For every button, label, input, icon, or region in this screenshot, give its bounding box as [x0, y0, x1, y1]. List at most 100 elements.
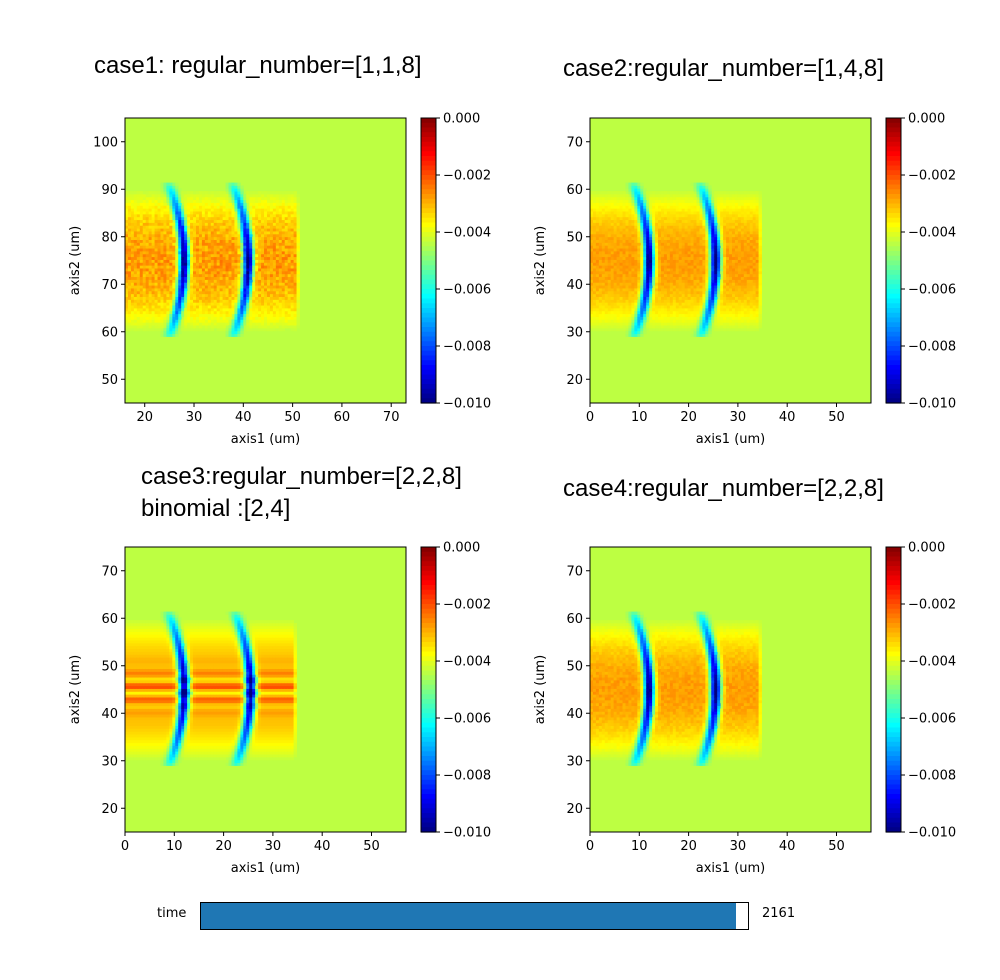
heatmap-cell [590, 308, 594, 312]
heatmap-cell [255, 322, 259, 326]
heatmap-cell [160, 288, 164, 292]
heatmap-cell [640, 285, 644, 289]
heatmap-cell [198, 228, 203, 232]
heatmap-cell [231, 282, 235, 286]
heatmap-cell [172, 205, 176, 209]
colorbar-frame [420, 117, 437, 404]
heatmap-cell [193, 253, 197, 258]
heatmap-cell [243, 282, 247, 286]
heatmap-cell [204, 248, 209, 252]
heatmap-cell [595, 248, 600, 252]
heatmap-cell [193, 290, 197, 295]
heatmap-cell [125, 211, 129, 215]
heatmap-cell [634, 279, 638, 283]
heatmap-cell [675, 310, 680, 315]
heatmap-cell [672, 270, 677, 275]
heatmap-cell [210, 191, 215, 195]
heatmap-cell [640, 319, 644, 323]
heatmap-cell [598, 299, 603, 303]
heatmap-cell [255, 262, 259, 266]
heatmap-cell [249, 262, 253, 266]
heatmap-cell [625, 185, 629, 189]
heatmap-cell [666, 194, 671, 198]
heatmap-cell [258, 225, 262, 229]
heatmap-cell [269, 305, 274, 309]
heatmap-cell [210, 245, 215, 249]
heatmap-cell [705, 265, 709, 269]
heatmap-cell [125, 205, 129, 209]
heatmap-cell [622, 265, 626, 269]
heatmap-cell [163, 202, 167, 206]
heatmap-cell [619, 251, 623, 255]
heatmap-cell [631, 225, 635, 229]
heatmap-cell [592, 316, 597, 320]
heatmap-cell [234, 233, 238, 238]
heatmap-cell [619, 228, 623, 232]
heatmap-cell [643, 253, 647, 258]
heatmap-cell [660, 248, 665, 252]
heatmap-cell [125, 310, 129, 315]
heatmap-cell [181, 288, 185, 292]
heatmap-cell [272, 296, 277, 300]
heatmap-cell [699, 268, 703, 272]
heatmap-cell [607, 222, 612, 226]
heatmap-cell [690, 211, 694, 215]
heatmap-cell [652, 222, 656, 226]
heatmap-cell [269, 225, 274, 229]
heatmap-cell [228, 211, 232, 215]
heatmap-cell [187, 310, 191, 315]
heatmap-cell [663, 196, 668, 201]
heatmap-cell [598, 265, 603, 269]
heatmap-cell [157, 202, 161, 206]
heatmap-cell [136, 285, 141, 289]
heatmap-cell [619, 273, 623, 278]
heatmap-cell [643, 188, 647, 192]
heatmap-cell [687, 251, 691, 255]
heatmap-cell [666, 199, 671, 203]
heatmap-cell [175, 202, 179, 206]
heatmap-cell [658, 191, 662, 195]
heatmap-cell [625, 219, 629, 223]
heatmap-cell [272, 276, 277, 280]
heatmap-cell [595, 290, 600, 295]
heatmap-cell [293, 202, 297, 206]
heatmap-cell [210, 316, 215, 320]
heatmap-cell [142, 299, 147, 303]
heatmap-cell [652, 290, 656, 295]
heatmap-cell [672, 219, 677, 223]
heatmap-cell [210, 322, 215, 326]
heatmap-cell [660, 285, 665, 289]
heatmap-cell [240, 239, 244, 243]
heatmap-cell [634, 333, 638, 337]
heatmap-cell [204, 256, 209, 260]
heatmap-cell [216, 213, 221, 218]
heatmap-cell [601, 256, 606, 260]
heatmap-cell [663, 231, 668, 235]
heatmap-cell [278, 265, 283, 269]
heatmap-cell [201, 288, 206, 292]
heatmap-cell [275, 262, 280, 266]
heatmap-cell [195, 202, 200, 206]
heatmap-cell [619, 199, 623, 203]
heatmap-cell [269, 322, 274, 326]
heatmap-cell [269, 245, 274, 249]
heatmap-cell [127, 259, 132, 263]
heatmap-cell [175, 302, 179, 306]
heatmap-cell [622, 213, 626, 218]
heatmap-cell [604, 236, 609, 240]
heatmap-cell [275, 310, 280, 315]
heatmap-cell [590, 245, 594, 249]
heatmap-cell [293, 305, 297, 309]
heatmap-cell [130, 205, 135, 209]
heatmap-cell [272, 248, 277, 252]
heatmap-cell [287, 225, 292, 229]
heatmap-cell [157, 216, 161, 221]
heatmap-cell [266, 211, 271, 215]
heatmap-cell [187, 273, 191, 278]
heatmap-cell [142, 245, 147, 249]
heatmap-cell [184, 288, 188, 292]
heatmap-cell [163, 213, 167, 218]
heatmap-cell [663, 279, 668, 283]
heatmap-cell [666, 310, 671, 315]
heatmap-cell [296, 316, 300, 320]
